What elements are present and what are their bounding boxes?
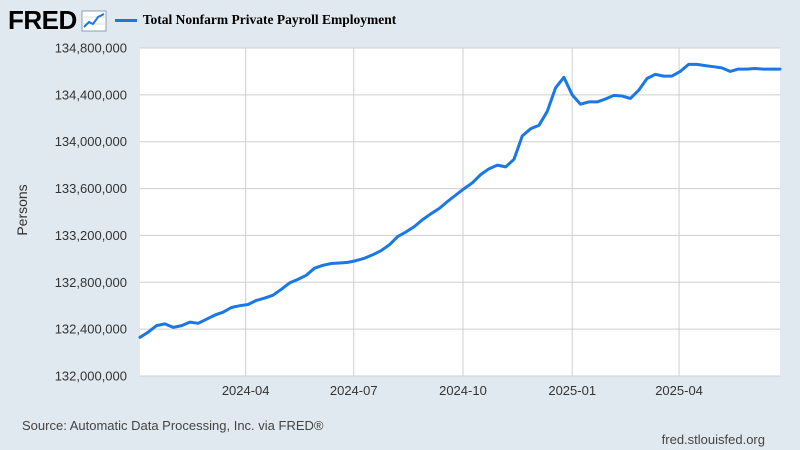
y-tick-label: 132,000,000	[55, 369, 127, 384]
y-tick-label: 133,600,000	[55, 181, 127, 196]
source-note: Source: Automatic Data Processing, Inc. …	[22, 418, 324, 433]
line-chart: 132,000,000 132,400,000 132,800,000 133,200…	[55, 41, 782, 398]
x-tick-label: 2025-04	[655, 383, 703, 398]
chart-legend: Total Nonfarm Private Payroll Employment	[114, 12, 397, 28]
fred-logo[interactable]: FRED	[8, 5, 77, 35]
series-line	[138, 62, 782, 339]
y-tick-label: 134,800,000	[55, 41, 127, 56]
x-tick-label: 2024-04	[222, 383, 270, 398]
x-tick-label: 2024-07	[330, 383, 378, 398]
y-tick-label: 134,400,000	[55, 87, 127, 102]
website-link[interactable]: fred.stlouisfed.org	[661, 432, 765, 447]
x-tick-label: 2024-10	[439, 383, 487, 398]
legend-swatch	[114, 18, 137, 22]
y-axis-ticks: 132,000,000 132,400,000 132,800,000 133,200…	[55, 41, 127, 384]
y-tick-label: 134,000,000	[55, 134, 127, 149]
y-tick-label: 132,800,000	[55, 275, 127, 290]
plot-area	[140, 48, 780, 376]
x-axis-ticks: 2024-04 2024-07 2024-10 2025-01 2025-04	[222, 383, 703, 398]
y-tick-label: 132,400,000	[55, 322, 127, 337]
gridlines	[140, 47, 780, 377]
line-graph-icon	[81, 10, 107, 31]
chart-header: FRED Total Nonfarm Private Payroll Emplo…	[8, 4, 396, 36]
legend-label: Total Nonfarm Private Payroll Employment	[142, 12, 397, 27]
x-tick-label: 2025-01	[548, 383, 596, 398]
y-tick-label: 133,200,000	[55, 228, 127, 243]
